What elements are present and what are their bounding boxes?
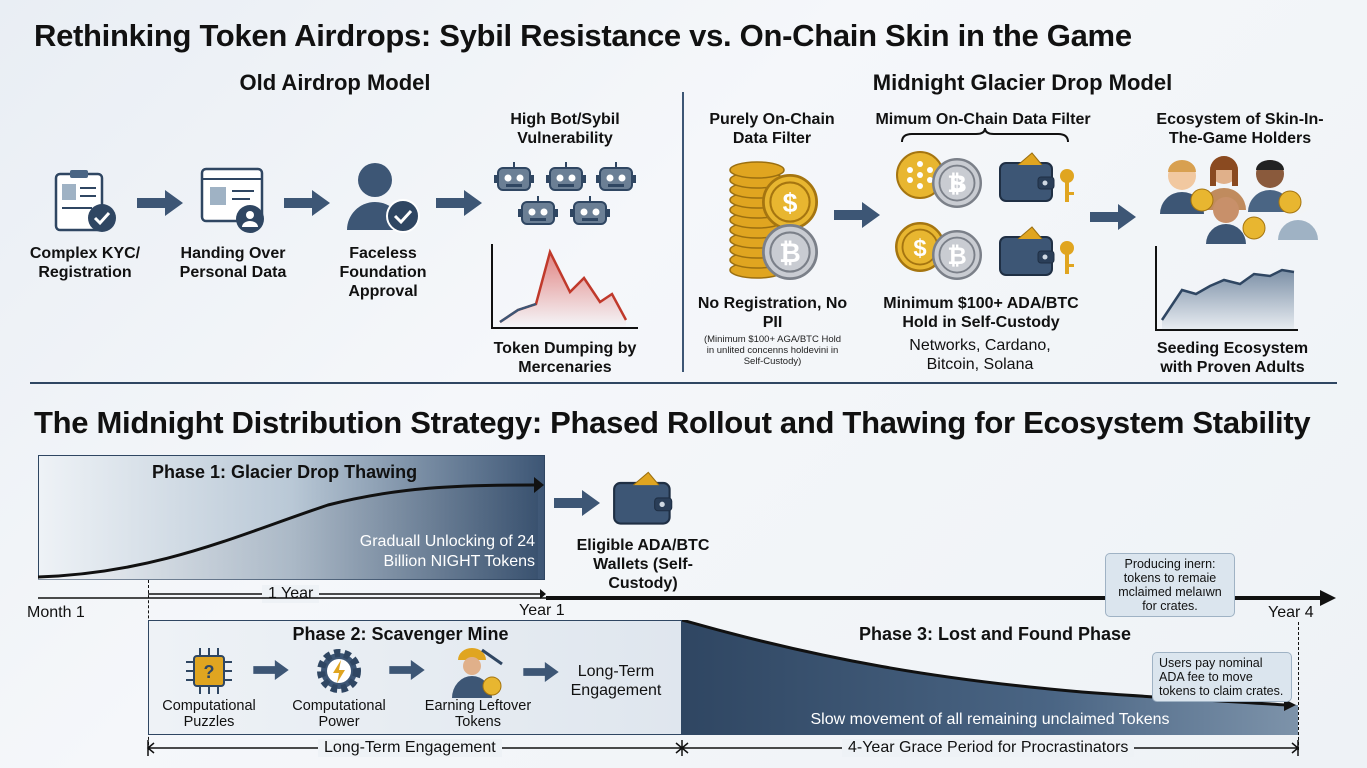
bitcoin-coin-icon <box>932 230 982 280</box>
id-card-icon <box>200 167 264 233</box>
bots-label: High Bot/Sybil Vulnerability <box>510 111 620 147</box>
seeding-label: Seeding Ecosystem with Proven Adults <box>1156 340 1309 376</box>
key-icon <box>1060 241 1074 274</box>
min-hold-label: Minimum $100+ ADA/BTC Hold in Self-Custo… <box>883 295 1079 331</box>
wallets-label: Eligible ADA/BTC Wallets (Self-Custody) <box>576 537 710 592</box>
phase2-step-earning: Earning Leftover Tokens <box>424 698 532 730</box>
networks-label: Networks, Cardano, Bitcoin, Solana <box>909 337 1051 373</box>
svg-text:$: $ <box>951 171 963 196</box>
users-pay-callout: Users pay nominal ADA fee to move tokens… <box>1152 652 1292 702</box>
bot-icon <box>546 162 586 196</box>
arrow-right-icon <box>518 662 564 682</box>
bot-icon <box>518 196 558 230</box>
token-dump-chart <box>491 244 638 329</box>
tokens-callout: Producing inern: tokens to remaie mclaim… <box>1105 553 1235 617</box>
phase3-text: Slow movement of all remaining unclaimed… <box>810 711 1170 728</box>
arrow-right-icon <box>284 190 330 216</box>
phase2-result: Long-Term Engagement <box>570 663 662 699</box>
eligible-wallet-icon <box>612 468 676 530</box>
faceless-person-icon <box>347 163 420 233</box>
phase1-title: Phase 1: Glacier Drop Thawing <box>152 462 418 482</box>
phase2-title: Phase 2: Scavenger Mine <box>292 624 509 644</box>
growth-chart <box>1155 246 1298 331</box>
bot-icon <box>494 162 534 196</box>
section-divider <box>30 382 1337 384</box>
bracket-right-label: 4-Year Grace Period for Procrastinators <box>842 739 1135 757</box>
phase1-text: Graduall Unlocking of 24 Billion NIGHT T… <box>359 533 535 570</box>
one-year-bracket <box>148 589 546 599</box>
cardano-coin-icon <box>896 151 944 199</box>
phase2-step-power: Computational Power <box>292 698 386 730</box>
month1-label: Month 1 <box>27 604 85 621</box>
dollar-coin-icon: $ <box>932 158 982 208</box>
step-personal-data-label: Handing Over Personal Data <box>179 245 287 281</box>
period-brackets <box>146 740 1300 756</box>
dashed-guide <box>1298 622 1299 750</box>
arrow-right-icon <box>1090 204 1136 230</box>
bot-icon <box>596 162 636 196</box>
min-filter-label: Mimum On-Chain Data Filter <box>875 111 1091 128</box>
year4-label: Year 4 <box>1268 604 1314 621</box>
no-registration-label: No Registration, No PII <box>697 295 848 331</box>
bitcoin-coin-icon <box>762 224 818 280</box>
old-model-heading: Old Airdrop Model <box>239 70 431 95</box>
no-registration-note: (Minimum $100+ AGA/BTC Hold in unlited c… <box>703 334 841 367</box>
dollar-coin-icon <box>762 174 818 230</box>
step-foundation-label: Faceless Foundation Approval <box>339 245 427 300</box>
phase2-step-puzzles: Computational Puzzles <box>162 698 256 730</box>
arrow-right-icon <box>137 190 183 216</box>
divider <box>682 92 684 372</box>
phase2-box <box>148 620 682 735</box>
page-title: Rethinking Token Airdrops: Sybil Resista… <box>34 18 1132 53</box>
filter-label: Purely On-Chain Data Filter <box>709 111 835 147</box>
dump-label: Token Dumping by Mercenaries <box>493 340 637 376</box>
arrow-right-icon <box>436 190 482 216</box>
kyc-clipboard-icon <box>54 170 116 232</box>
wallet-icon <box>998 222 1058 282</box>
phase3-title: Phase 3: Lost and Found Phase <box>858 624 1132 644</box>
power-gear-icon <box>317 649 361 693</box>
bracket-left-label: Long-Term Engagement <box>318 739 502 757</box>
key-icon <box>1060 169 1074 202</box>
step-kyc-label: Complex KYC/ Registration <box>29 245 141 281</box>
coin-stack-icon <box>726 160 820 290</box>
holders-group-icon <box>1160 156 1318 244</box>
svg-text:?: ? <box>204 662 215 682</box>
strategy-title: The Midnight Distribution Strategy: Phas… <box>34 405 1311 440</box>
new-model-heading: Midnight Glacier Drop Model <box>872 70 1173 95</box>
arrow-right-icon <box>248 660 294 680</box>
puzzle-chip-icon: ? <box>186 648 232 694</box>
ecosystem-label: Ecosystem of Skin-In-The-Game Holders <box>1156 111 1324 147</box>
year1-label: Year 1 <box>519 602 565 619</box>
arrow-right-icon <box>554 490 600 516</box>
arrow-right-icon <box>834 202 880 228</box>
thawing-curve <box>38 477 544 580</box>
bot-icon <box>570 196 610 230</box>
wallet-icon <box>998 148 1058 208</box>
miner-icon <box>452 648 503 698</box>
arrow-right-icon <box>384 660 430 680</box>
brace-icon <box>901 128 1069 143</box>
